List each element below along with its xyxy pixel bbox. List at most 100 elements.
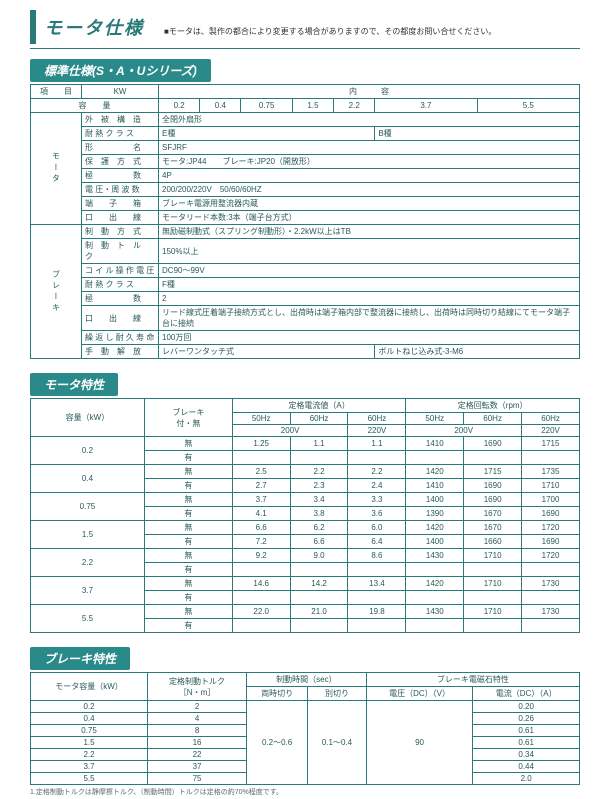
bh-v: 電圧（DC）（V） <box>366 687 473 701</box>
char-cell-0-1-0 <box>232 451 290 465</box>
char-cell-1-1-3: 1410 <box>406 479 464 493</box>
chv220a: 220V <box>348 425 406 437</box>
r8-v: モータリード本数:3本（端子台方式） <box>159 211 580 225</box>
r2-l: 耐 熱 ク ラ ス <box>82 127 159 141</box>
r3-v: SFJRF <box>159 141 580 155</box>
char-cell-3-0-3: 1420 <box>406 521 464 535</box>
char-cell-3-1-5: 1690 <box>522 535 580 549</box>
char-cell-1-1-1: 2.3 <box>290 479 348 493</box>
kw-0: 0.2 <box>159 99 200 113</box>
r2-v2: B種 <box>375 127 580 141</box>
char-brk-6-0: 無 <box>144 605 232 619</box>
char-cell-4-0-1: 9.0 <box>290 549 348 563</box>
kw-4: 2.2 <box>334 99 375 113</box>
r11-l: コ イ ル 操 作 電 圧 <box>82 264 159 278</box>
char-cell-0-0-0: 1.25 <box>232 437 290 451</box>
char-cell-6-1-0 <box>232 619 290 633</box>
section-head-motor-char: モータ特性 <box>30 373 118 396</box>
page-note: ■モータは、製作の都合により変更する場合がありますので、その都度お問い合せくださ… <box>164 26 496 37</box>
char-cell-3-1-4: 1660 <box>464 535 522 549</box>
char-cell-1-0-0: 2.5 <box>232 465 290 479</box>
brake-tq-5: 37 <box>148 761 247 773</box>
char-cell-4-0-5: 1720 <box>522 549 580 563</box>
char-cell-2-1-0: 4.1 <box>232 507 290 521</box>
char-cell-5-0-5: 1730 <box>522 577 580 591</box>
bh-mag: ブレーキ電磁石特性 <box>366 673 579 687</box>
char-cell-1-0-1: 2.2 <box>290 465 348 479</box>
char-cap-4: 2.2 <box>31 549 145 577</box>
th-cap: 容 量 <box>31 99 159 113</box>
char-cell-1-1-5: 1710 <box>522 479 580 493</box>
char-cell-2-0-5: 1700 <box>522 493 580 507</box>
char-cell-5-0-2: 13.4 <box>348 577 406 591</box>
footnote: 1.定格制動トルクは静摩擦トルク、（制動時間）トルクは定格の約70%程度です。 <box>30 787 580 797</box>
brake-a-4: 0.34 <box>473 749 580 761</box>
chv200a: 200V <box>232 425 348 437</box>
char-cell-2-1-4: 1670 <box>464 507 522 521</box>
char-cap-1: 0.4 <box>31 465 145 493</box>
char-cell-6-0-5: 1730 <box>522 605 580 619</box>
r11-v: DC90～99V <box>159 264 580 278</box>
char-cell-3-1-3: 1400 <box>406 535 464 549</box>
char-cap-6: 5.5 <box>31 605 145 633</box>
char-cell-4-1-5 <box>522 563 580 577</box>
brake-t2: 0.1～0.4 <box>308 701 366 785</box>
brake-cap-1: 0.4 <box>31 713 148 725</box>
brake-tq-6: 75 <box>148 773 247 785</box>
char-brk-1-1: 有 <box>144 479 232 493</box>
char-cell-2-1-2: 3.6 <box>348 507 406 521</box>
brake-char-table: モータ容量（kW） 定格制動トルク［N・m］ 制動時間（sec） ブレーキ電磁石… <box>30 672 580 785</box>
r16-l: 手 動 解 放 <box>82 345 159 359</box>
char-cap-0: 0.2 <box>31 437 145 465</box>
brake-cap-2: 0.75 <box>31 725 148 737</box>
char-cell-5-1-1 <box>290 591 348 605</box>
ch-brk: ブレーキ付・無 <box>144 399 232 437</box>
section-standard-spec: 標準仕様(S・A・Uシリーズ) 項 目 KW 内 容 容 量 0.2 0.4 0… <box>30 59 580 359</box>
char-brk-5-1: 有 <box>144 591 232 605</box>
brake-cap-0: 0.2 <box>31 701 148 713</box>
char-cell-3-1-0: 7.2 <box>232 535 290 549</box>
r13-v: 2 <box>159 292 580 306</box>
ch-rpm: 定格回転数（rpm） <box>406 399 580 413</box>
ch50a: 50Hz <box>232 413 290 425</box>
char-cell-6-1-1 <box>290 619 348 633</box>
char-cell-2-0-1: 3.4 <box>290 493 348 507</box>
r15-v: 100万回 <box>159 331 580 345</box>
char-brk-3-0: 無 <box>144 521 232 535</box>
char-cell-3-1-1: 6.6 <box>290 535 348 549</box>
brake-a-0: 0.20 <box>473 701 580 713</box>
char-cell-1-1-4: 1690 <box>464 479 522 493</box>
r9-v: 無励磁制動式（スプリング制動形）・2.2kW以上はTB <box>159 225 580 239</box>
char-brk-6-1: 有 <box>144 619 232 633</box>
char-cell-3-0-4: 1670 <box>464 521 522 535</box>
ch50b: 50Hz <box>406 413 464 425</box>
kw-1: 0.4 <box>200 99 241 113</box>
char-brk-4-0: 無 <box>144 549 232 563</box>
char-cell-4-0-0: 9.2 <box>232 549 290 563</box>
char-cell-2-0-2: 3.3 <box>348 493 406 507</box>
r12-l: 耐 熱 ク ラ ス <box>82 278 159 292</box>
char-cell-0-1-1 <box>290 451 348 465</box>
char-cell-6-1-5 <box>522 619 580 633</box>
char-cell-6-0-3: 1430 <box>406 605 464 619</box>
brake-cap-6: 5.5 <box>31 773 148 785</box>
r16-v2: ボルトねじ込み式-3-M6 <box>375 345 580 359</box>
char-cell-2-0-3: 1400 <box>406 493 464 507</box>
brake-a-1: 0.26 <box>473 713 580 725</box>
char-cell-4-1-1 <box>290 563 348 577</box>
r8-l: 口 出 線 <box>82 211 159 225</box>
brake-v: 90 <box>366 701 473 785</box>
r5-l: 極 数 <box>82 169 159 183</box>
bh-tq: 定格制動トルク［N・m］ <box>148 673 247 701</box>
char-cell-0-1-3 <box>406 451 464 465</box>
char-cell-5-0-1: 14.2 <box>290 577 348 591</box>
kw-6: 5.5 <box>477 99 579 113</box>
r5-v: 4P <box>159 169 580 183</box>
brake-tq-0: 2 <box>148 701 247 713</box>
r10-l: 制 動 ト ル ク <box>82 239 159 264</box>
brake-cap-5: 3.7 <box>31 761 148 773</box>
section-head-brake-char: ブレーキ特性 <box>30 647 130 670</box>
brake-t1: 0.2～0.6 <box>247 701 308 785</box>
chv220b: 220V <box>522 425 580 437</box>
char-cell-1-0-2: 2.2 <box>348 465 406 479</box>
